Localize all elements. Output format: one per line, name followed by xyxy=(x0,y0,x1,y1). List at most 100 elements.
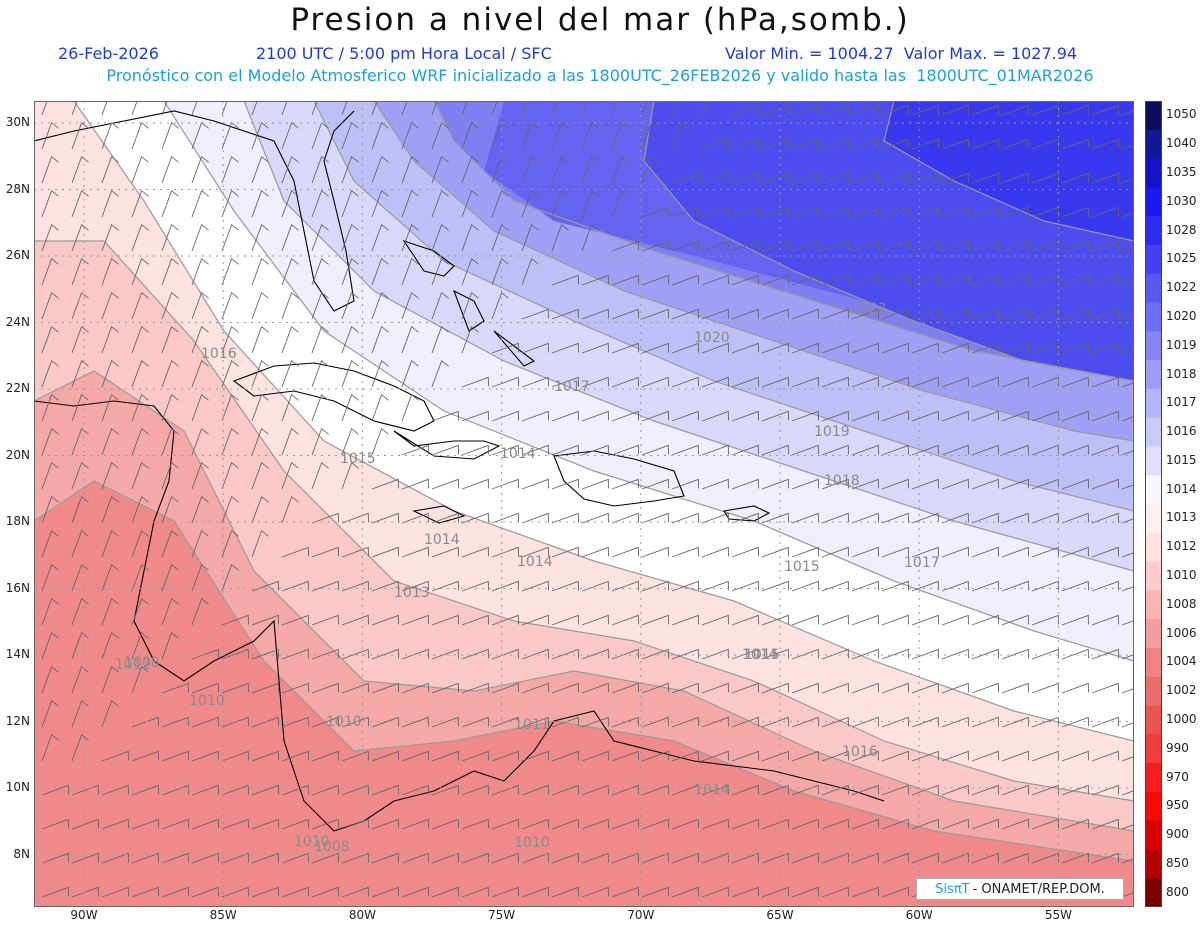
colorbar-swatch-1006 xyxy=(1145,619,1162,649)
colorbar-swatch-1018 xyxy=(1145,360,1162,390)
colorbar-swatch-1050 xyxy=(1145,101,1162,131)
colorbar-swatch-1016 xyxy=(1145,417,1162,447)
colorbar-label: 1040 xyxy=(1166,136,1197,151)
isobar-label: 1008 xyxy=(314,839,350,855)
isobar-label: 1015 xyxy=(784,559,820,575)
isobar-label: 1014 xyxy=(694,782,730,798)
colorbar-swatch-1028 xyxy=(1145,216,1162,246)
latitude-label: 28N xyxy=(5,181,30,196)
colorbar-label: 1025 xyxy=(1166,251,1197,266)
isobar-label: 1014 xyxy=(424,532,460,548)
colorbar-label: 1020 xyxy=(1166,308,1197,323)
isobar-label: 1013 xyxy=(394,585,430,601)
isobar-label: 1022 xyxy=(851,301,887,317)
credit-brand: SisπT xyxy=(935,881,970,897)
colorbar-label: 1010 xyxy=(1166,568,1197,582)
isobar-label: 1016 xyxy=(842,744,878,760)
colorbar-swatch-1019 xyxy=(1145,331,1162,361)
longitude-label: 85W xyxy=(209,908,237,922)
colorbar-swatch-950 xyxy=(1145,791,1162,822)
credit-badge: SisπT - ONAMET/REP.DOM. xyxy=(916,878,1124,900)
colorbar-label: 1028 xyxy=(1166,222,1197,237)
colorbar-label: 1050 xyxy=(1166,107,1197,122)
isobar-label: 1014 xyxy=(517,554,553,570)
colorbar-swatch-970 xyxy=(1145,763,1162,793)
colorbar-label: 1015 xyxy=(1166,452,1197,467)
colorbar-label: 1000 xyxy=(1166,711,1197,726)
isobar-label: 1010 xyxy=(189,693,225,709)
isobar-label: 1011 xyxy=(514,717,550,733)
colorbar-swatch-850 xyxy=(1145,849,1162,879)
isobar-label: 1014 xyxy=(742,647,778,663)
longitude-label: 55W xyxy=(1044,908,1072,922)
credit-text: - ONAMET/REP.DOM. xyxy=(972,881,1105,897)
colorbar-label: 1030 xyxy=(1166,193,1197,208)
longitude-label: 75W xyxy=(488,908,516,922)
colorbar-swatch-1040 xyxy=(1145,129,1162,160)
colorbar-swatch-800 xyxy=(1145,878,1162,907)
colorbar-swatch-1022 xyxy=(1145,273,1162,303)
colorbar-swatch-1004 xyxy=(1145,647,1162,678)
latitude-label: 14N xyxy=(5,647,30,661)
colorbar-label: 950 xyxy=(1166,798,1189,813)
colorbar-label: 1018 xyxy=(1166,366,1197,381)
longitude-label: 80W xyxy=(348,908,376,922)
colorbar-swatch-900 xyxy=(1145,820,1162,850)
isobar-label: 1018 xyxy=(824,473,860,489)
isobar-label: 1017 xyxy=(554,379,590,395)
colorbar-swatch-1020 xyxy=(1145,302,1162,332)
isobar-label: 1015 xyxy=(340,451,376,467)
longitude-label: 60W xyxy=(905,908,933,922)
colorbar-label: 1012 xyxy=(1166,539,1197,554)
colorbar-swatch-1008 xyxy=(1145,590,1162,620)
colorbar-label: 1035 xyxy=(1166,165,1197,179)
isobar-label: 1010 xyxy=(294,834,330,850)
colorbar-swatch-1017 xyxy=(1145,388,1162,419)
latitude-label: 16N xyxy=(5,580,30,595)
isobar-label: 1019 xyxy=(814,424,850,440)
colorbar-swatch-1035 xyxy=(1145,158,1162,188)
colorbar-swatch-1013 xyxy=(1145,504,1162,534)
latitude-label: 30N xyxy=(5,115,30,129)
colorbar-label: 1017 xyxy=(1166,395,1197,410)
latitude-label: 26N xyxy=(5,248,30,262)
latitude-label: 8N xyxy=(13,846,30,861)
isobar-label: 1017 xyxy=(904,555,940,571)
longitude-label: 70W xyxy=(627,908,655,922)
forecast-time: 2100 UTC / 5:00 pm Hora Local / SFC xyxy=(256,44,552,63)
colorbar xyxy=(1145,101,1162,907)
colorbar-label: 1019 xyxy=(1166,337,1197,352)
latitude-label: 10N xyxy=(5,780,30,794)
colorbar-swatch-1025 xyxy=(1145,244,1162,275)
colorbar-swatch-1030 xyxy=(1145,187,1162,217)
latitude-label: 22N xyxy=(5,381,30,395)
page-title: Presion a nivel del mar (hPa,somb.) xyxy=(290,2,910,38)
isobar-label: 1010 xyxy=(514,835,550,851)
colorbar-label: 1004 xyxy=(1166,654,1197,669)
colorbar-swatch-1000 xyxy=(1145,705,1162,735)
isobar-label: 1010 xyxy=(326,714,362,730)
colorbar-label: 1006 xyxy=(1166,625,1197,640)
isobar-label: 1008 xyxy=(124,655,160,671)
min-max-values: Valor Min. = 1004.27 Valor Max. = 1027.9… xyxy=(725,44,1078,63)
colorbar-label: 800 xyxy=(1166,884,1189,899)
colorbar-label: 1016 xyxy=(1166,424,1197,438)
latitude-label: 18N xyxy=(5,514,30,528)
isobar-label: 1020 xyxy=(694,330,730,346)
colorbar-label: 1002 xyxy=(1166,683,1197,698)
latitude-label: 24N xyxy=(5,314,30,329)
band-1028 xyxy=(884,101,1134,241)
isobar-label: 1015 xyxy=(744,647,780,663)
longitude-label: 65W xyxy=(766,908,794,922)
latitude-label: 12N xyxy=(5,713,30,728)
colorbar-label: 850 xyxy=(1166,855,1189,870)
colorbar-label: 1013 xyxy=(1166,510,1197,525)
colorbar-swatch-1012 xyxy=(1145,532,1162,563)
colorbar-label: 900 xyxy=(1166,827,1189,841)
colorbar-swatch-1014 xyxy=(1145,475,1162,505)
forecast-subtitle: Pronóstico con el Modelo Atmosferico WRF… xyxy=(106,66,1094,85)
latitude-label: 20N xyxy=(5,447,30,462)
colorbar-label: 1014 xyxy=(1166,481,1197,496)
colorbar-swatch-990 xyxy=(1145,734,1162,764)
longitude-label: 90W xyxy=(70,908,98,922)
